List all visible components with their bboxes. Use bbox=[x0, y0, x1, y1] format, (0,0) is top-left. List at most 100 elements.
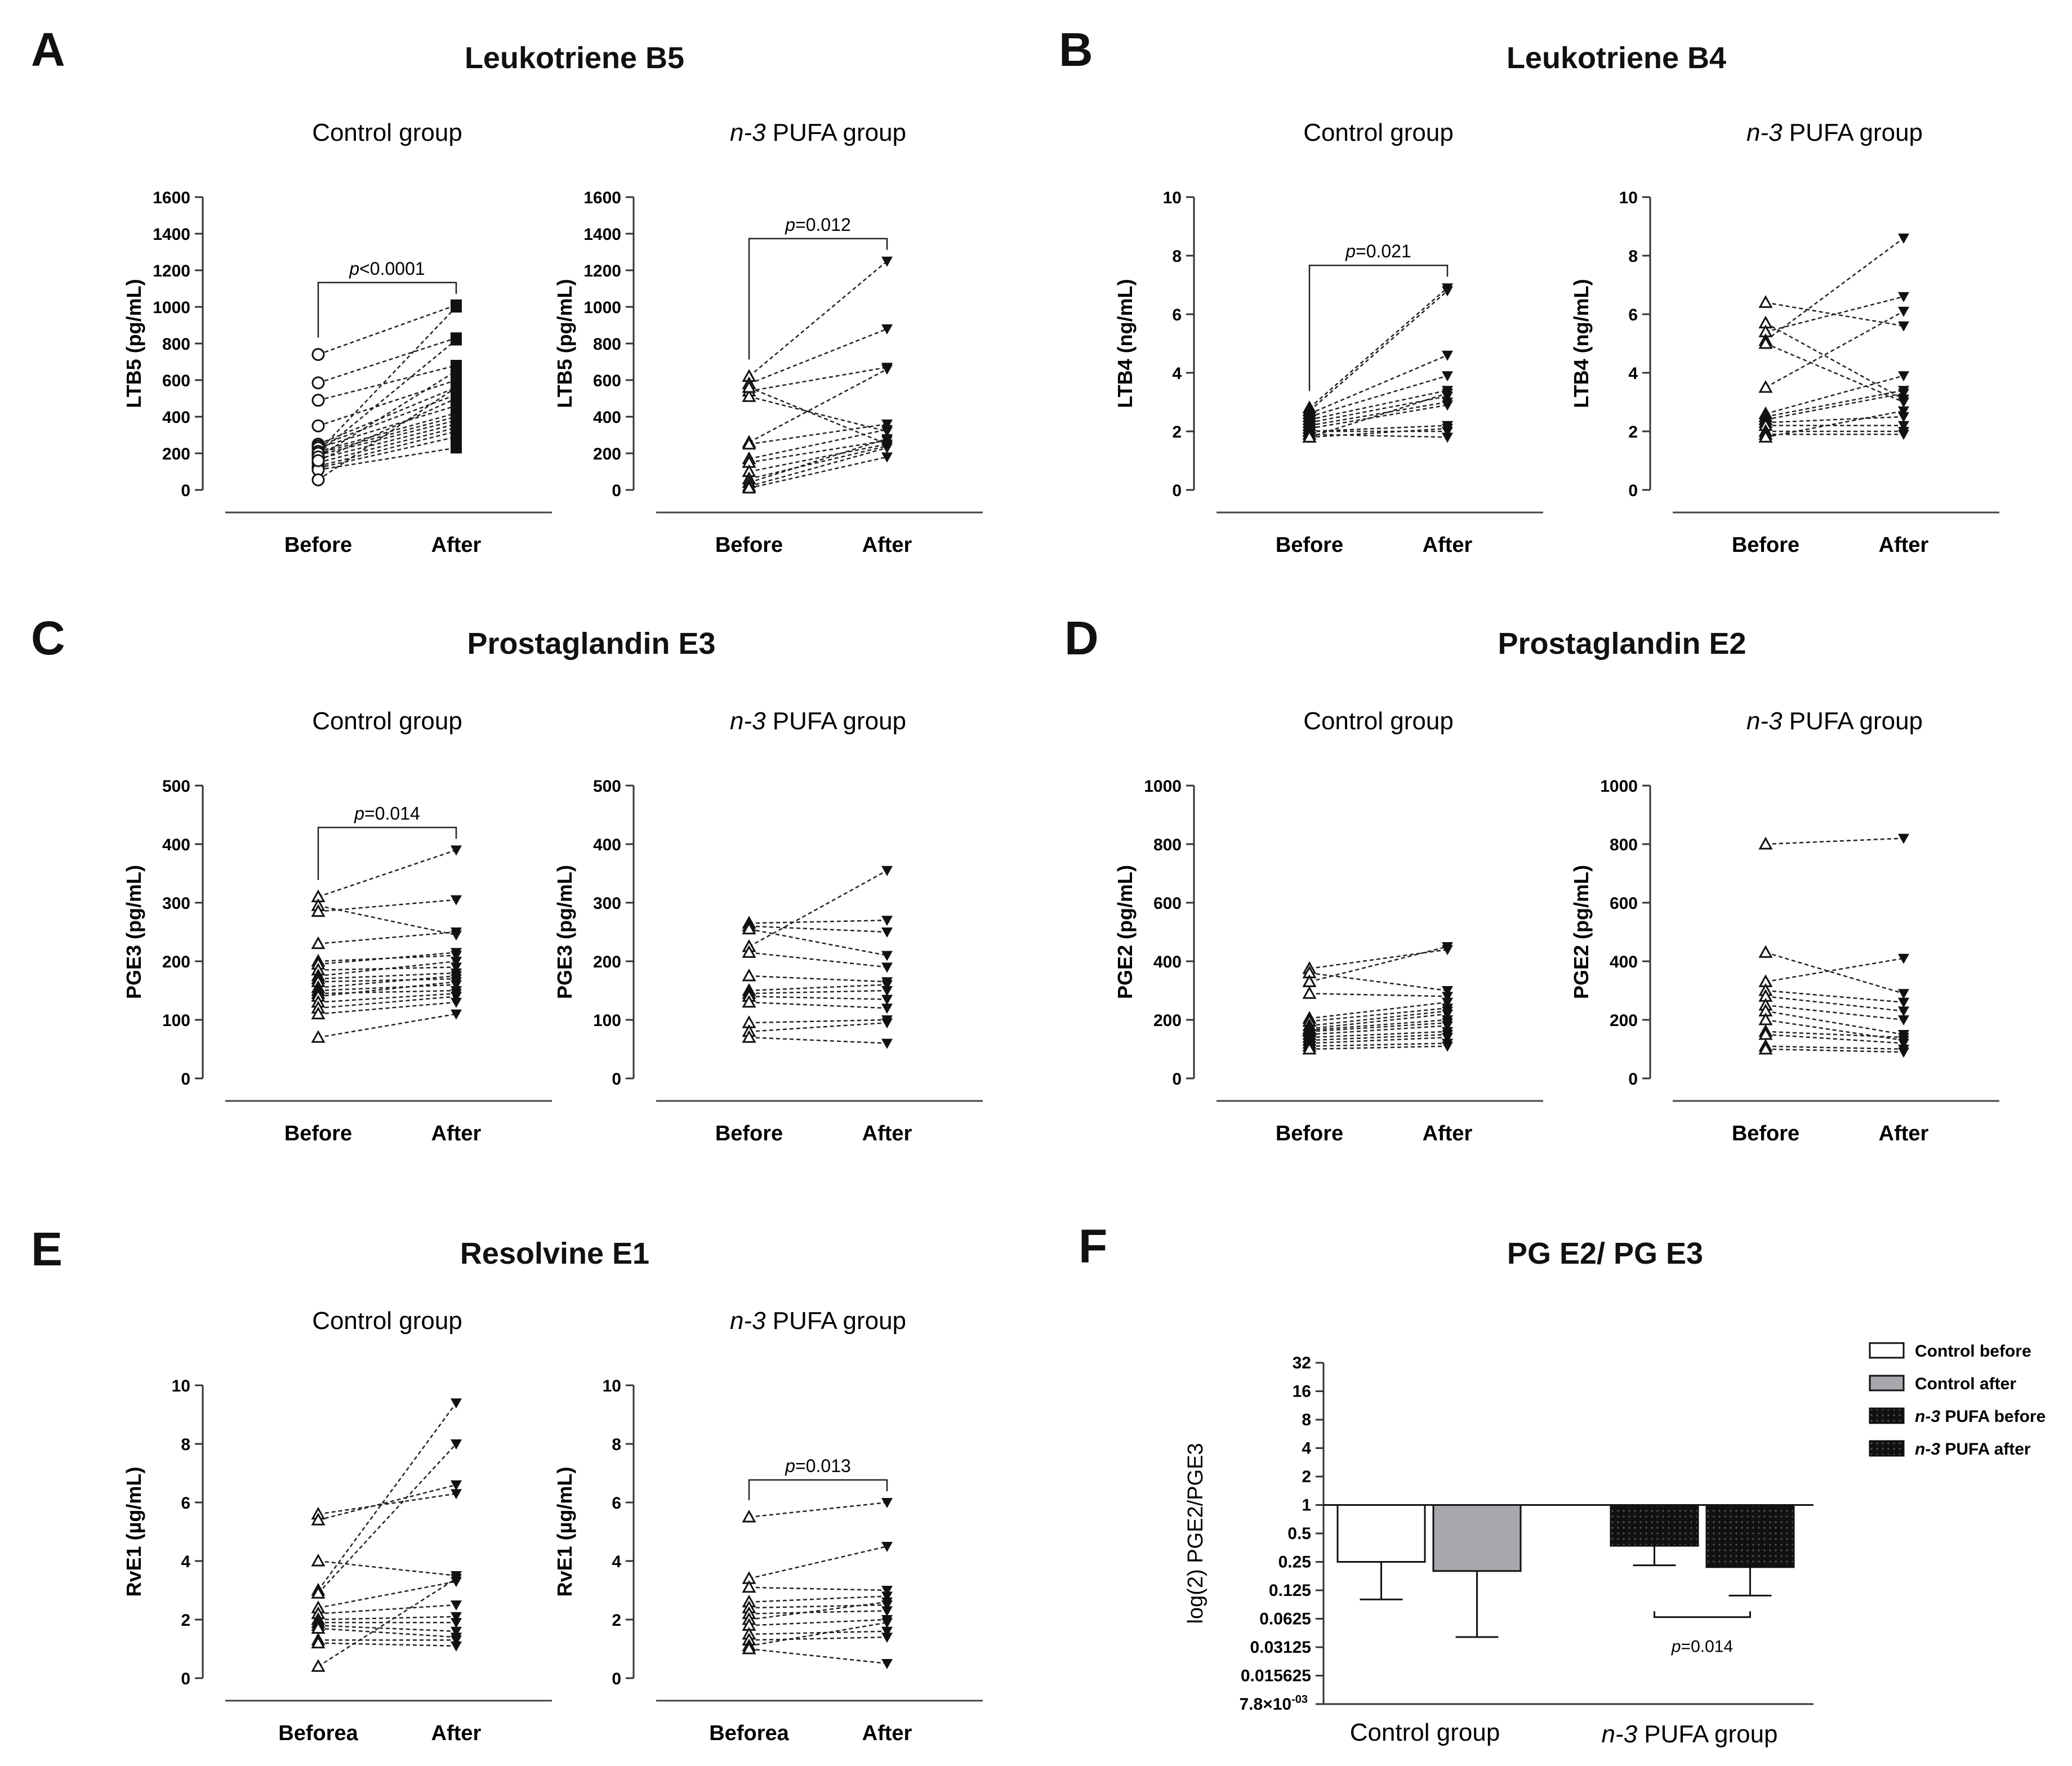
pair-line bbox=[1765, 1048, 1904, 1053]
pair-line bbox=[318, 420, 457, 456]
pair-line bbox=[1309, 1007, 1448, 1022]
after-point bbox=[881, 951, 893, 961]
pair-line bbox=[318, 423, 457, 460]
p-value-text: =0.014 bbox=[364, 803, 420, 823]
pair-line bbox=[318, 1578, 457, 1667]
pair-line bbox=[748, 1545, 888, 1580]
p-value-label: p=0.021 bbox=[1345, 241, 1411, 261]
pair-line bbox=[748, 423, 888, 445]
p-value-symbol: p bbox=[1345, 241, 1356, 261]
pair-line bbox=[1309, 389, 1448, 421]
after-point bbox=[881, 452, 893, 463]
y-min-mantissa: 7.8×10 bbox=[1240, 1695, 1292, 1714]
pair-line bbox=[748, 1601, 888, 1621]
before-point bbox=[311, 454, 325, 467]
significance-bracket bbox=[317, 827, 457, 880]
y-tick-label: 10 bbox=[172, 1377, 190, 1395]
after-point bbox=[1442, 400, 1453, 411]
subplot-title: Control group bbox=[1303, 707, 1454, 735]
legend-rest: PUFA after bbox=[1940, 1440, 2031, 1459]
y-tick-label: 400 bbox=[593, 836, 621, 854]
before-point bbox=[311, 1635, 326, 1649]
after-point bbox=[1442, 1033, 1453, 1043]
p-value-label: p=0.013 bbox=[785, 1456, 851, 1476]
legend-swatch bbox=[1869, 1342, 1905, 1359]
after-point bbox=[451, 1618, 462, 1629]
pair-line bbox=[1309, 1013, 1448, 1029]
pair-line bbox=[748, 1604, 888, 1609]
pair-line bbox=[1309, 1019, 1448, 1031]
y-tick-label: 0 bbox=[1172, 1070, 1182, 1089]
significance-bracket bbox=[748, 1479, 888, 1500]
y-tick-label: 2 bbox=[1302, 1468, 1311, 1486]
pair-line bbox=[1309, 1031, 1448, 1038]
y-tick-label: 400 bbox=[162, 836, 190, 854]
y-tick-label: 1600 bbox=[153, 189, 190, 207]
pair-line bbox=[318, 1493, 457, 1515]
y-axis-label: LTB5 (pg/mL) bbox=[553, 279, 576, 408]
p-value-text: =0.014 bbox=[1681, 1638, 1734, 1656]
y-tick-label: 200 bbox=[162, 953, 190, 971]
pair-line bbox=[1765, 393, 1904, 421]
pair-line bbox=[1309, 1036, 1448, 1044]
pair-line bbox=[748, 367, 888, 392]
pair-line bbox=[748, 1001, 888, 1009]
p-value-symbol: p bbox=[349, 258, 359, 279]
after-point bbox=[451, 1480, 462, 1491]
significance-bracket bbox=[748, 238, 888, 360]
before-point bbox=[1758, 836, 1773, 850]
y-axis-label: PGE2 (pg/mL) bbox=[1113, 865, 1137, 999]
pair-line bbox=[318, 972, 457, 980]
after-point bbox=[1898, 997, 1909, 1008]
after-point bbox=[881, 986, 893, 996]
after-point bbox=[1442, 423, 1453, 434]
pair-line bbox=[1309, 427, 1448, 438]
pair-line bbox=[318, 989, 457, 995]
pair-line bbox=[1309, 375, 1448, 418]
subplot-title: Control group bbox=[312, 707, 462, 735]
panel-a-title: Leukotriene B5 bbox=[464, 41, 685, 75]
pair-line bbox=[1309, 354, 1448, 414]
y-tick-label: 1400 bbox=[153, 225, 190, 244]
panel-c-title: Prostaglandin E3 bbox=[467, 627, 716, 661]
after-point bbox=[881, 1597, 893, 1608]
pair-line bbox=[318, 1013, 457, 1038]
x-category-label: Before bbox=[715, 533, 783, 557]
chart-b-pufa: n-3 PUFA group 0 2 4 6 8 10 LTB4 (ng/mL) Before A… bbox=[1570, 119, 1999, 557]
chart-e-control: Control group 0 2 4 6 8 10 RvE1 (µg/mL) Beforea A… bbox=[122, 1307, 552, 1745]
after-point bbox=[1898, 421, 1909, 431]
p-value-label: p=0.014 bbox=[1671, 1638, 1733, 1656]
after-point bbox=[881, 1018, 893, 1029]
after-point bbox=[451, 927, 462, 938]
y-tick-label: 0 bbox=[181, 1070, 190, 1089]
y-tick-label: 1 bbox=[1302, 1496, 1311, 1515]
p-value-text: =0.021 bbox=[1356, 241, 1411, 261]
pair-line bbox=[318, 931, 457, 945]
before-point bbox=[311, 1553, 326, 1567]
y-tick-label: 200 bbox=[1153, 1011, 1182, 1030]
subplot-title: Control group bbox=[312, 119, 462, 146]
after-point bbox=[1898, 406, 1909, 417]
y-tick-label: 0.0625 bbox=[1259, 1610, 1311, 1629]
before-point bbox=[742, 1641, 756, 1654]
pair-line bbox=[748, 440, 888, 463]
before-point bbox=[311, 348, 325, 361]
y-tick-label: 800 bbox=[1153, 836, 1182, 854]
y-tick-label: 8 bbox=[181, 1435, 190, 1454]
legend-rest: Control after bbox=[1915, 1375, 2016, 1393]
subtitle-rest: PUFA group bbox=[1783, 707, 1923, 735]
after-point bbox=[881, 1618, 893, 1629]
legend-label: Control after bbox=[1915, 1375, 2016, 1393]
after-point bbox=[451, 1626, 462, 1637]
pair-line bbox=[318, 364, 457, 401]
p-value-symbol: p bbox=[1671, 1638, 1681, 1656]
after-point bbox=[451, 1489, 462, 1500]
after-point bbox=[1442, 371, 1453, 382]
after-point bbox=[881, 439, 893, 450]
y-tick-label: 800 bbox=[1610, 836, 1638, 854]
pair-line bbox=[1765, 1031, 1904, 1038]
y-tick-label: 200 bbox=[593, 445, 621, 463]
after-point bbox=[451, 301, 462, 313]
x-category-label: After bbox=[431, 1722, 482, 1745]
